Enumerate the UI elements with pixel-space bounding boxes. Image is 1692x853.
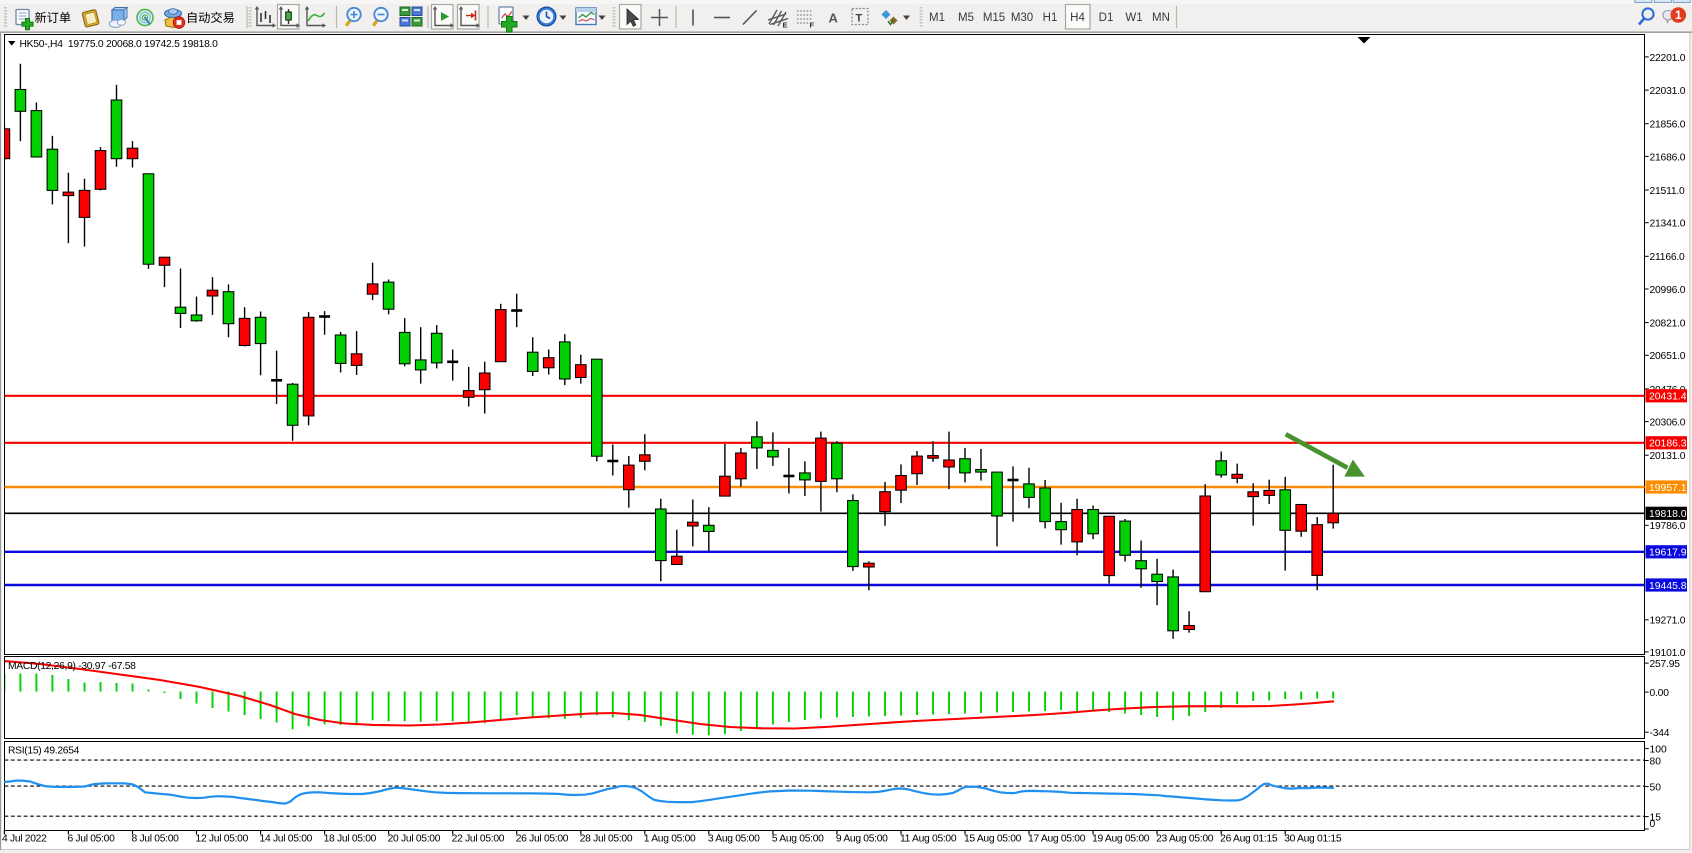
svg-text:20431.4: 20431.4 — [1649, 392, 1687, 403]
svg-text:20 Jul 05:00: 20 Jul 05:00 — [388, 834, 441, 845]
svg-text:19 Aug 05:00: 19 Aug 05:00 — [1092, 834, 1150, 845]
svg-text:M1: M1 — [929, 12, 945, 24]
svg-text:4 Jul 2022: 4 Jul 2022 — [2, 834, 47, 845]
svg-text:RSI(15) 49.2654: RSI(15) 49.2654 — [8, 746, 80, 757]
svg-text:19786.0: 19786.0 — [1650, 521, 1686, 532]
svg-text:19271.0: 19271.0 — [1650, 616, 1686, 627]
svg-text:20821.0: 20821.0 — [1650, 319, 1686, 330]
svg-text:23 Aug 05:00: 23 Aug 05:00 — [1156, 834, 1214, 845]
svg-text:30 Aug 01:15: 30 Aug 01:15 — [1284, 834, 1342, 845]
svg-text:H4: H4 — [1070, 12, 1085, 24]
svg-text:MN: MN — [1152, 12, 1170, 24]
svg-text:HK50-,H4 19775.0 20068.0 1974: HK50-,H4 19775.0 20068.0 19742.5 19818.0 — [20, 39, 219, 50]
svg-text:22031.0: 22031.0 — [1650, 86, 1686, 97]
svg-text:E: E — [783, 21, 788, 30]
svg-text:21511.0: 21511.0 — [1650, 186, 1686, 197]
svg-text:21341.0: 21341.0 — [1650, 219, 1686, 230]
svg-text:W1: W1 — [1125, 12, 1142, 24]
svg-text:20131.0: 20131.0 — [1650, 451, 1686, 462]
svg-text:15 Aug 05:00: 15 Aug 05:00 — [964, 834, 1022, 845]
svg-text:15: 15 — [1650, 813, 1662, 824]
svg-text:3 Aug 05:00: 3 Aug 05:00 — [708, 834, 760, 845]
svg-text:11 Aug 05:00: 11 Aug 05:00 — [900, 834, 957, 845]
svg-text:17 Aug 05:00: 17 Aug 05:00 — [1028, 834, 1086, 845]
svg-text:MACD(12,26,9) -30.97 -67.58: MACD(12,26,9) -30.97 -67.58 — [8, 661, 136, 672]
svg-text:T: T — [856, 13, 863, 25]
svg-text:6 Jul 05:00: 6 Jul 05:00 — [67, 834, 115, 845]
svg-text:M15: M15 — [983, 12, 1005, 24]
svg-text:21856.0: 21856.0 — [1650, 120, 1686, 131]
svg-text:M30: M30 — [1011, 12, 1033, 24]
svg-text:M5: M5 — [958, 12, 974, 24]
svg-text:F: F — [810, 21, 815, 30]
svg-text:0: 0 — [1650, 819, 1656, 830]
svg-text:5 Aug 05:00: 5 Aug 05:00 — [772, 834, 824, 845]
svg-text:50: 50 — [1650, 783, 1662, 794]
svg-text:14 Jul 05:00: 14 Jul 05:00 — [260, 834, 313, 845]
svg-text:A: A — [829, 11, 839, 26]
svg-text:80: 80 — [1650, 756, 1662, 767]
svg-text:18 Jul 05:00: 18 Jul 05:00 — [324, 834, 377, 845]
svg-text:22201.0: 22201.0 — [1650, 53, 1686, 64]
svg-text:19617.9: 19617.9 — [1649, 548, 1687, 559]
svg-text:0.00: 0.00 — [1650, 688, 1670, 699]
svg-text:100: 100 — [1650, 745, 1667, 756]
svg-text:257.95: 257.95 — [1650, 659, 1681, 670]
svg-text:21166.0: 21166.0 — [1650, 252, 1686, 263]
svg-text:26 Aug 01:15: 26 Aug 01:15 — [1220, 834, 1278, 845]
svg-text:1 Aug 05:00: 1 Aug 05:00 — [644, 834, 696, 845]
svg-text:8 Jul 05:00: 8 Jul 05:00 — [131, 834, 179, 845]
svg-text:28 Jul 05:00: 28 Jul 05:00 — [580, 834, 633, 845]
svg-text:H1: H1 — [1043, 12, 1058, 24]
svg-text:12 Jul 05:00: 12 Jul 05:00 — [196, 834, 249, 845]
svg-text:D1: D1 — [1099, 12, 1114, 24]
svg-text:19957.1: 19957.1 — [1649, 483, 1687, 494]
svg-text:19445.8: 19445.8 — [1649, 581, 1687, 592]
svg-text:20306.0: 20306.0 — [1650, 418, 1686, 429]
svg-text:21686.0: 21686.0 — [1650, 152, 1686, 163]
svg-text:9 Aug 05:00: 9 Aug 05:00 — [836, 834, 888, 845]
svg-text:19818.0: 19818.0 — [1649, 509, 1687, 520]
svg-text:22 Jul 05:00: 22 Jul 05:00 — [452, 834, 505, 845]
svg-text:-344: -344 — [1650, 728, 1670, 739]
svg-text:1: 1 — [1675, 8, 1682, 22]
svg-text:19101.0: 19101.0 — [1650, 648, 1686, 659]
svg-text:26 Jul 05:00: 26 Jul 05:00 — [516, 834, 569, 845]
svg-text:20996.0: 20996.0 — [1650, 285, 1686, 296]
svg-text:20186.3: 20186.3 — [1649, 439, 1687, 450]
svg-text:20651.0: 20651.0 — [1650, 351, 1686, 362]
